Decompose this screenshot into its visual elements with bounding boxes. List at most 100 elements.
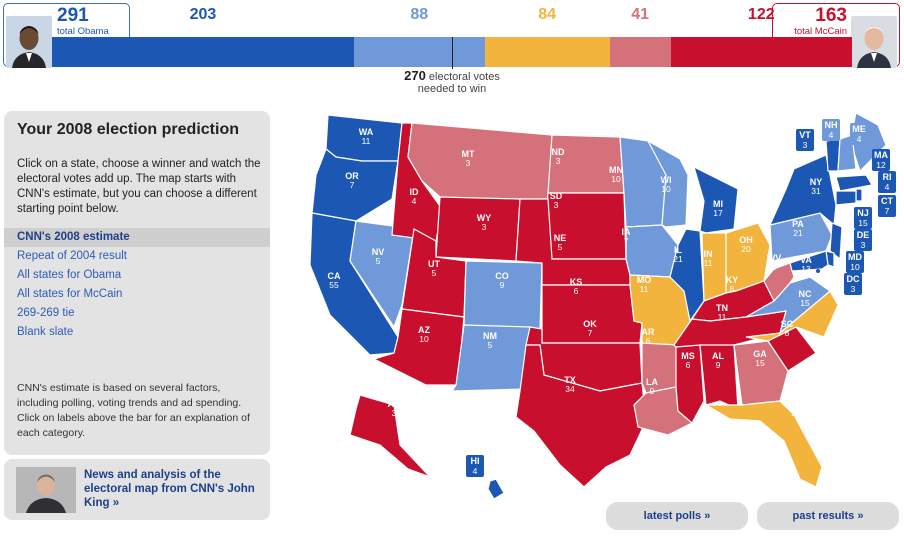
state-tag-ma[interactable]: MA 12 (872, 149, 890, 171)
state-tx[interactable] (515, 344, 647, 488)
state-label-id[interactable]: ID 4 (410, 188, 419, 206)
state-label-oh[interactable]: OH 20 (739, 236, 753, 254)
state-nc[interactable] (745, 290, 839, 342)
state-or[interactable] (311, 148, 399, 222)
electoral-vote-bar[interactable] (52, 37, 852, 67)
state-md[interactable] (789, 250, 829, 272)
option-all-mccain[interactable]: All states for McCain (17, 288, 123, 300)
state-wi[interactable] (646, 139, 689, 228)
state-ny[interactable] (768, 154, 837, 227)
option-tie[interactable]: 269-269 tie (17, 307, 75, 319)
obama-total-box[interactable]: 291 total Obama (3, 3, 130, 68)
map-shapes[interactable] (290, 105, 904, 505)
state-label-wy[interactable]: WY 3 (477, 214, 492, 232)
option-cnn-estimate[interactable]: CNN's 2008 estimate (4, 228, 270, 247)
state-abbrev: MI (713, 199, 723, 209)
state-tag-vt[interactable]: VT 3 (796, 129, 814, 151)
state-ct[interactable] (835, 190, 857, 206)
state-label-va[interactable]: VA 13 (800, 256, 812, 274)
state-label-il[interactable]: IL 21 (673, 246, 682, 264)
state-nm[interactable] (450, 324, 531, 392)
state-label-mo[interactable]: MO 11 (637, 276, 652, 294)
state-wv[interactable] (763, 262, 795, 303)
state-label-ak[interactable]: AK 3 (388, 400, 401, 418)
state-label-la[interactable]: LA 9 (646, 378, 658, 396)
state-label-ok[interactable]: OK 7 (583, 320, 597, 338)
state-label-ut[interactable]: UT 5 (428, 260, 440, 278)
state-tag-de[interactable]: DE 3 (854, 229, 872, 251)
state-label-mt[interactable]: MT 3 (462, 150, 475, 168)
state-tag-dc[interactable]: DC 3 (844, 273, 862, 295)
state-tag-ri[interactable]: RI 4 (878, 171, 896, 193)
past-results-button[interactable]: past results » (757, 502, 899, 530)
state-label-ne[interactable]: NE 5 (554, 234, 567, 252)
state-abbrev: VT (799, 130, 811, 140)
state-label-ca[interactable]: CA 55 (328, 272, 341, 290)
bar-label-mccain[interactable]: 122 (747, 6, 775, 23)
option-all-obama[interactable]: All states for Obama (17, 269, 122, 281)
state-ri[interactable] (855, 188, 863, 202)
bar-segment-lean-obama[interactable] (353, 37, 485, 67)
bar-segment-lean-mccain[interactable] (609, 37, 671, 67)
bar-segment-tossup[interactable] (484, 37, 610, 67)
state-label-wi[interactable]: WI 10 (661, 176, 672, 194)
state-label-ky[interactable]: KY 8 (726, 276, 739, 294)
bar-segment-obama[interactable] (52, 37, 354, 67)
bar-label-obama[interactable]: 203 (189, 6, 217, 23)
win-threshold-text-1: electoral votes (428, 71, 500, 83)
news-analysis-link[interactable]: News and analysis of the electoral map f… (84, 469, 255, 509)
bar-label-lean-mccain[interactable]: 41 (631, 6, 649, 23)
state-hi[interactable] (487, 478, 505, 500)
state-label-mi[interactable]: MI 17 (713, 200, 723, 218)
state-label-tn[interactable]: TN 11 (716, 304, 728, 322)
state-label-in[interactable]: IN 11 (704, 250, 713, 268)
state-dc[interactable] (816, 269, 820, 273)
state-tag-hi[interactable]: HI 4 (466, 455, 484, 477)
state-nj[interactable] (829, 222, 843, 261)
state-label-pa[interactable]: PA 21 (792, 220, 804, 238)
option-blank-slate[interactable]: Blank slate (17, 326, 74, 338)
state-label-ga[interactable]: GA 15 (753, 350, 767, 368)
bar-label-tossup[interactable]: 84 (538, 6, 557, 23)
state-label-tx[interactable]: TX 34 (564, 376, 576, 394)
state-label-ks[interactable]: KS 6 (570, 278, 583, 296)
state-label-ny[interactable]: NY 31 (810, 178, 823, 196)
state-votes: 6 (685, 360, 691, 370)
us-electoral-map[interactable]: WA 11 OR 7 CA 55 NV 5 ID 4 MT 3 WY 3 UT 5 AZ 10 CO 9 NM 5 ND 3 S… (290, 105, 904, 505)
state-label-wv[interactable]: WV 5 (767, 254, 782, 272)
bar-label-lean-obama[interactable]: 88 (410, 6, 429, 23)
state-label-ia[interactable]: IA 7 (622, 228, 631, 246)
state-fl[interactable] (703, 400, 823, 488)
state-ak[interactable] (349, 394, 431, 478)
state-label-nm[interactable]: NM 5 (483, 332, 497, 350)
state-tag-ct[interactable]: CT 7 (878, 195, 896, 217)
state-ia[interactable] (625, 224, 679, 278)
state-label-az[interactable]: AZ 10 (418, 326, 430, 344)
state-label-nc[interactable]: NC 15 (799, 290, 812, 308)
state-label-co[interactable]: CO 9 (495, 272, 509, 290)
state-label-ar[interactable]: AR 6 (642, 328, 655, 346)
state-label-nd[interactable]: ND 3 (552, 148, 565, 166)
state-tag-md[interactable]: MD 10 (846, 251, 864, 273)
option-repeat-2004[interactable]: Repeat of 2004 result (17, 250, 127, 262)
state-label-mn[interactable]: MN 10 (609, 166, 623, 184)
state-label-sd[interactable]: SD 3 (550, 192, 563, 210)
state-label-or[interactable]: OR 7 (345, 172, 359, 190)
state-ma[interactable] (835, 174, 873, 192)
state-label-nv[interactable]: NV 5 (372, 248, 385, 266)
state-label-al[interactable]: AL 9 (712, 352, 724, 370)
state-tag-nh[interactable]: NH 4 (822, 119, 840, 141)
state-label-wa[interactable]: WA 11 (359, 128, 374, 146)
state-label-ms[interactable]: MS 6 (681, 352, 695, 370)
state-il[interactable] (669, 228, 705, 323)
state-mt[interactable] (407, 122, 553, 200)
bar-segment-mccain[interactable] (670, 37, 852, 67)
panel-intro: Click on a state, choose a winner and wa… (17, 158, 261, 215)
state-ga[interactable] (733, 340, 789, 406)
state-tag-nj[interactable]: NJ 15 (854, 207, 872, 229)
news-analysis-box[interactable]: News and analysis of the electoral map f… (4, 459, 270, 520)
state-label-fl[interactable]: FL 27 (791, 400, 802, 418)
state-tag-me[interactable]: ME 4 (850, 123, 868, 145)
state-label-sc[interactable]: SC 8 (781, 320, 794, 338)
latest-polls-button[interactable]: latest polls » (606, 502, 748, 530)
